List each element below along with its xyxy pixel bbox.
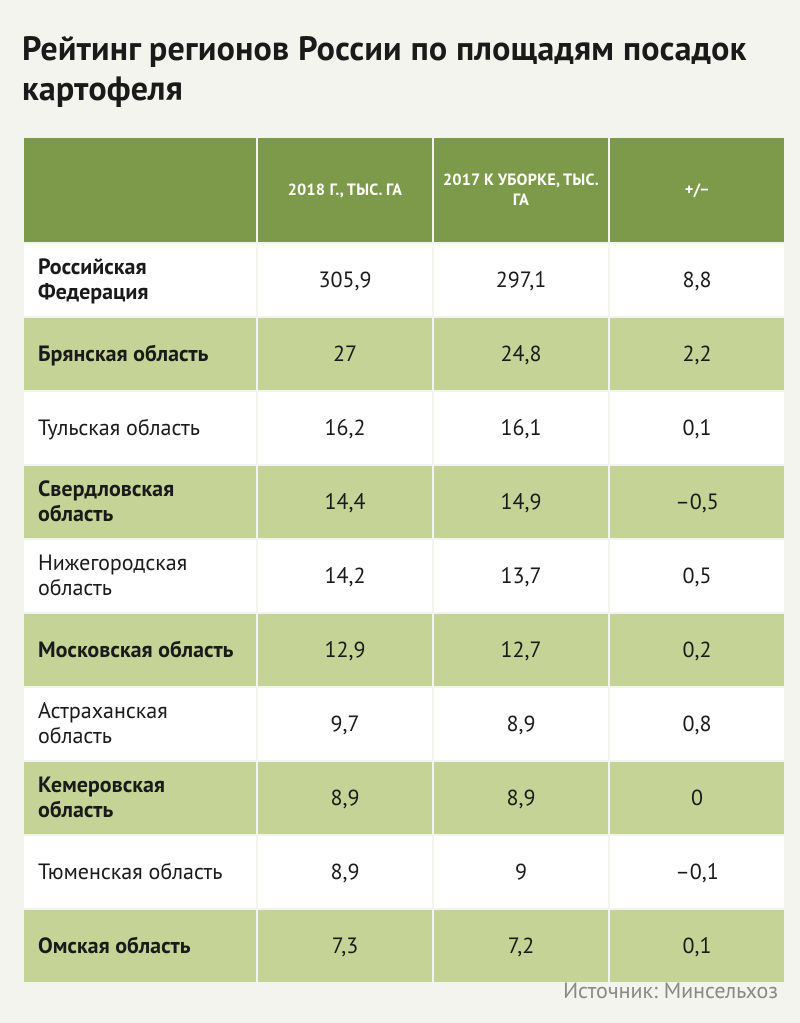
- cell-y2017: 297,1: [434, 244, 608, 316]
- cell-y2018: 9,7: [258, 688, 432, 760]
- cell-region: Тюменская область: [24, 836, 256, 908]
- col-header-2018: 2018 Г., ТЫС. ГА: [258, 138, 432, 242]
- cell-y2017: 8,9: [434, 688, 608, 760]
- col-header-2017: 2017 К УБОРКЕ, ТЫС. ГА: [434, 138, 608, 242]
- cell-region: Свердловская область: [24, 466, 256, 538]
- col-header-region: [24, 138, 256, 242]
- cell-y2018: 16,2: [258, 392, 432, 464]
- cell-delta: 0,8: [610, 688, 784, 760]
- cell-y2018: 305,9: [258, 244, 432, 316]
- cell-y2017: 24,8: [434, 318, 608, 390]
- cell-delta: 8,8: [610, 244, 784, 316]
- cell-y2017: 14,9: [434, 466, 608, 538]
- cell-region: Кемеровская область: [24, 762, 256, 834]
- cell-region: Российская Федерация: [24, 244, 256, 316]
- cell-delta: –0,5: [610, 466, 784, 538]
- table-header-row: 2018 Г., ТЫС. ГА 2017 К УБОРКЕ, ТЫС. ГА …: [24, 138, 784, 242]
- cell-delta: 0,2: [610, 614, 784, 686]
- cell-y2018: 14,2: [258, 540, 432, 612]
- cell-delta: 0,5: [610, 540, 784, 612]
- table-row: Московская область12,912,70,2: [24, 614, 784, 686]
- table-row: Российская Федерация305,9297,18,8: [24, 244, 784, 316]
- cell-y2017: 9: [434, 836, 608, 908]
- cell-y2017: 16,1: [434, 392, 608, 464]
- cell-y2017: 12,7: [434, 614, 608, 686]
- cell-y2017: 13,7: [434, 540, 608, 612]
- source-label: Источник: Минсельхоз: [563, 977, 778, 1005]
- table-row: Свердловская область14,414,9–0,5: [24, 466, 784, 538]
- table-row: Астраханская область9,78,90,8: [24, 688, 784, 760]
- cell-region: Астраханская область: [24, 688, 256, 760]
- cell-y2017: 7,2: [434, 910, 608, 982]
- cell-region: Брянская область: [24, 318, 256, 390]
- cell-y2018: 7,3: [258, 910, 432, 982]
- table-body: Российская Федерация305,9297,18,8Брянска…: [24, 244, 784, 982]
- col-header-delta: +/−: [610, 138, 784, 242]
- cell-delta: 0,1: [610, 392, 784, 464]
- cell-y2018: 12,9: [258, 614, 432, 686]
- cell-region: Московская область: [24, 614, 256, 686]
- cell-region: Омская область: [24, 910, 256, 982]
- page-title: Рейтинг регионов России по площадям поса…: [22, 28, 778, 108]
- cell-delta: 2,2: [610, 318, 784, 390]
- table-row: Кемеровская область8,98,90: [24, 762, 784, 834]
- cell-region: Нижегородская область: [24, 540, 256, 612]
- cell-y2017: 8,9: [434, 762, 608, 834]
- cell-y2018: 8,9: [258, 836, 432, 908]
- table-row: Тульская область16,216,10,1: [24, 392, 784, 464]
- cell-y2018: 14,4: [258, 466, 432, 538]
- cell-delta: 0,1: [610, 910, 784, 982]
- cell-region: Тульская область: [24, 392, 256, 464]
- cell-y2018: 8,9: [258, 762, 432, 834]
- table-row: Тюменская область8,99–0,1: [24, 836, 784, 908]
- cell-delta: –0,1: [610, 836, 784, 908]
- ranking-table: 2018 Г., ТЫС. ГА 2017 К УБОРКЕ, ТЫС. ГА …: [22, 136, 786, 984]
- table-row: Омская область7,37,20,1: [24, 910, 784, 982]
- cell-y2018: 27: [258, 318, 432, 390]
- table-row: Нижегородская область14,213,70,5: [24, 540, 784, 612]
- table-row: Брянская область2724,82,2: [24, 318, 784, 390]
- cell-delta: 0: [610, 762, 784, 834]
